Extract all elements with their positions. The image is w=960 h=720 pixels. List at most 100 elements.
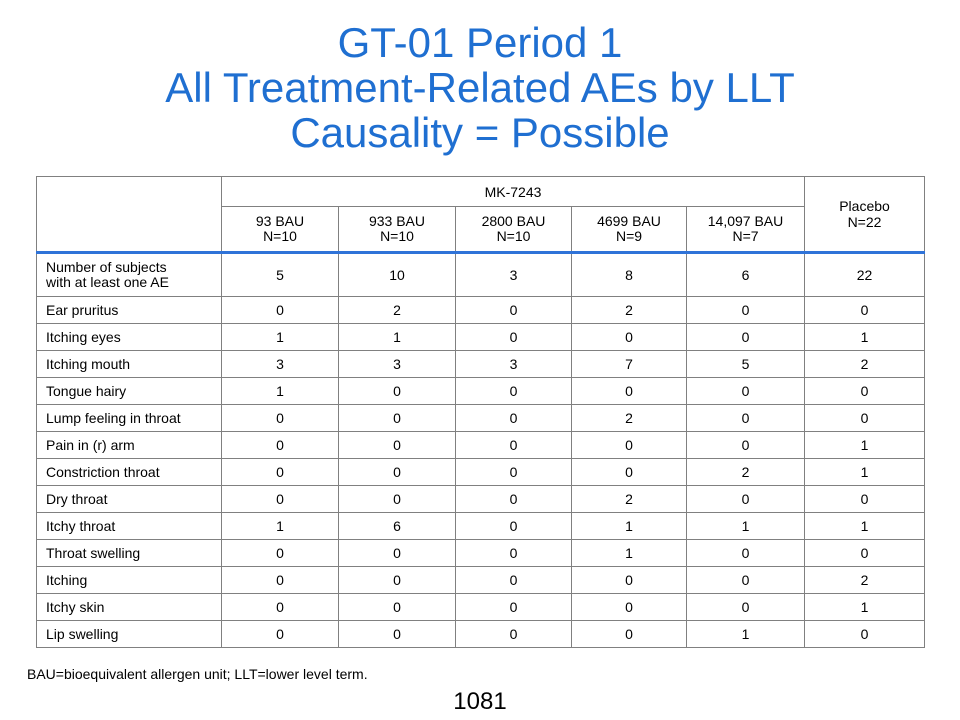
table-cell: 2 <box>804 350 925 378</box>
table-row: Itchy throat 1 6 0 1 1 1 <box>36 512 925 540</box>
row-label: Lump feeling in throat <box>36 404 222 432</box>
column-header: 2800 BAU N=10 <box>455 206 572 253</box>
title-line-2: All Treatment-Related AEs by LLT <box>165 64 795 111</box>
summary-label-line-1: Number of subjects <box>46 259 167 275</box>
table-cell: 0 <box>455 485 572 513</box>
table-cell: 2 <box>571 404 687 432</box>
summary-label-line-2: with at least one AE <box>46 274 169 290</box>
table-cell: 0 <box>571 620 687 648</box>
table-row: Pain in (r) arm 0 0 0 0 0 1 <box>36 431 925 459</box>
table-cell: 0 <box>221 296 339 324</box>
footnote: BAU=bioequivalent allergen unit; LLT=low… <box>27 666 368 682</box>
table-row: Tongue hairy 1 0 0 0 0 0 <box>36 377 925 405</box>
table-cell: 0 <box>338 431 456 459</box>
table-cell: 0 <box>338 566 456 594</box>
table-cell: 0 <box>571 431 687 459</box>
table-cell: 22 <box>804 251 925 297</box>
table-cell: 0 <box>686 377 805 405</box>
table-cell: 0 <box>221 620 339 648</box>
table-row: Itching eyes 1 1 0 0 0 1 <box>36 323 925 351</box>
table-row: Constriction throat 0 0 0 0 2 1 <box>36 458 925 486</box>
table-cell: 6 <box>338 512 456 540</box>
table-row: Itching 0 0 0 0 0 2 <box>36 566 925 594</box>
row-label: Itchy throat <box>36 512 222 540</box>
table-cell: 0 <box>455 593 572 621</box>
column-dose: 2800 BAU <box>481 213 546 229</box>
table-cell: 1 <box>338 323 456 351</box>
column-n: N=10 <box>263 228 297 244</box>
table-cell: 0 <box>686 296 805 324</box>
table-cell: 0 <box>686 539 805 567</box>
table-cell: 0 <box>804 404 925 432</box>
table-cell: 0 <box>221 593 339 621</box>
table-cell: 0 <box>455 512 572 540</box>
table-row: Lump feeling in throat 0 0 0 2 0 0 <box>36 404 925 432</box>
table-cell: 2 <box>338 296 456 324</box>
table-cell: 1 <box>221 377 339 405</box>
table-row: Dry throat 0 0 0 2 0 0 <box>36 485 925 513</box>
table-cell: 1 <box>804 431 925 459</box>
table-cell: 2 <box>686 458 805 486</box>
column-n: N=10 <box>380 228 414 244</box>
table-cell: 0 <box>221 485 339 513</box>
table-cell: 7 <box>571 350 687 378</box>
column-header: 4699 BAU N=9 <box>571 206 687 253</box>
table-cell: 0 <box>455 620 572 648</box>
table-cell: 1 <box>804 593 925 621</box>
table-cell: 0 <box>221 431 339 459</box>
table-cell: 0 <box>221 539 339 567</box>
column-dose: 933 BAU <box>368 213 426 229</box>
row-label: Itchy skin <box>36 593 222 621</box>
table-cell: 0 <box>338 377 456 405</box>
column-n: N=9 <box>615 228 643 244</box>
table-cell: 0 <box>686 404 805 432</box>
table-cell: 0 <box>338 458 456 486</box>
table-cell: 1 <box>221 512 339 540</box>
ae-table: MK-7243 Placebo N=22 93 BAU N=10 933 BAU N… <box>36 176 925 648</box>
table-row: Ear pruritus 0 2 0 2 0 0 <box>36 296 925 324</box>
table-cell: 0 <box>686 593 805 621</box>
table-cell: 0 <box>455 296 572 324</box>
table-cell: 1 <box>571 512 687 540</box>
table-cell: 3 <box>455 350 572 378</box>
column-header: 14,097 BAU N=7 <box>686 206 805 253</box>
row-label: Itching <box>36 566 222 594</box>
table-cell: 2 <box>571 296 687 324</box>
table-cell: 0 <box>455 539 572 567</box>
placebo-n: N=22 <box>847 214 882 230</box>
table-cell: 0 <box>571 458 687 486</box>
table-cell: 0 <box>571 593 687 621</box>
column-dose: 4699 BAU <box>597 213 661 229</box>
table-cell: 0 <box>338 593 456 621</box>
table-cell: 1 <box>804 323 925 351</box>
column-n: N=10 <box>496 228 531 244</box>
table-cell: 0 <box>571 323 687 351</box>
column-header: 93 BAU N=10 <box>221 206 339 253</box>
placebo-header: Placebo N=22 <box>804 176 925 253</box>
table-cell: 5 <box>221 251 339 297</box>
table-cell: 0 <box>455 566 572 594</box>
table-row: Lip swelling 0 0 0 0 1 0 <box>36 620 925 648</box>
table-cell: 10 <box>338 251 456 297</box>
row-label: Dry throat <box>36 485 222 513</box>
row-label: Lip swelling <box>36 620 222 648</box>
table-cell: 6 <box>686 251 805 297</box>
corner-cell <box>36 176 222 253</box>
table-cell: 0 <box>571 377 687 405</box>
row-label: Itching mouth <box>36 350 222 378</box>
table-cell: 0 <box>455 431 572 459</box>
page-number: 1081 <box>453 688 507 715</box>
table-cell: 0 <box>338 620 456 648</box>
table-cell: 1 <box>571 539 687 567</box>
table-cell: 0 <box>455 458 572 486</box>
table-cell: 0 <box>338 404 456 432</box>
table-cell: 0 <box>804 296 925 324</box>
table-cell: 0 <box>804 377 925 405</box>
table-cell: 0 <box>686 566 805 594</box>
table-cell: 3 <box>338 350 456 378</box>
table-cell: 1 <box>804 458 925 486</box>
table-cell: 0 <box>804 539 925 567</box>
table-cell: 0 <box>221 458 339 486</box>
row-label: Constriction throat <box>36 458 222 486</box>
table-cell: 0 <box>455 323 572 351</box>
